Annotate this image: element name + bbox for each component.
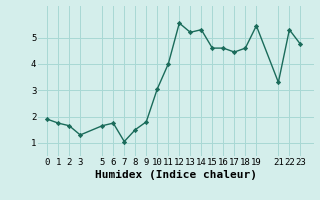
X-axis label: Humidex (Indice chaleur): Humidex (Indice chaleur) bbox=[95, 170, 257, 180]
